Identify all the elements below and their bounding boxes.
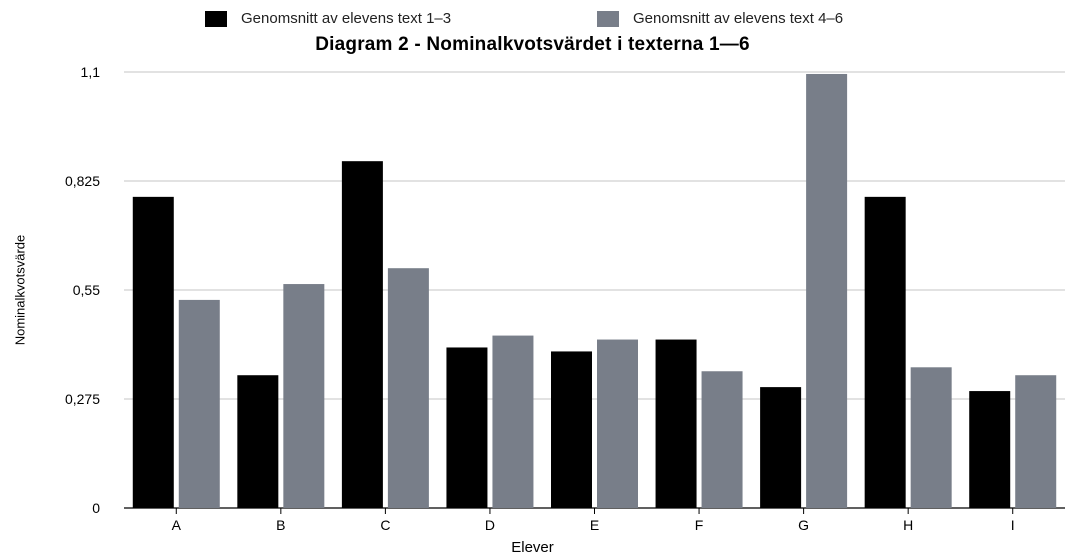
bar-f-series-2 bbox=[701, 371, 743, 508]
x-tick-label: G bbox=[798, 517, 809, 533]
x-tick-label: H bbox=[903, 517, 913, 533]
x-axis-label: Elever bbox=[511, 539, 554, 556]
y-tick-label: 0 bbox=[92, 500, 100, 516]
y-tick-label: 0,825 bbox=[65, 173, 100, 189]
legend-item-series-1: Genomsnitt av elevens text 1–3 bbox=[205, 10, 451, 27]
bar-e-series-2 bbox=[597, 339, 638, 508]
bar-g-series-1 bbox=[760, 387, 802, 508]
chart-title: Diagram 2 - Nominalkvotsvärdet i textern… bbox=[315, 34, 750, 55]
y-tick-label: 1,1 bbox=[81, 64, 101, 80]
bar-h-series-2 bbox=[910, 367, 952, 508]
bar-d-series-1 bbox=[446, 347, 488, 508]
bar-h-series-1 bbox=[864, 196, 906, 508]
bar-e-series-1 bbox=[551, 351, 592, 508]
x-tick-label: B bbox=[276, 517, 285, 533]
legend-swatch-series-1 bbox=[205, 10, 227, 27]
legend-label-series-1: Genomsnitt av elevens text 1–3 bbox=[241, 10, 452, 27]
y-tick-label: 0,55 bbox=[73, 282, 100, 298]
bar-c-series-1 bbox=[341, 161, 383, 508]
bar-f-series-1 bbox=[655, 339, 697, 508]
legend-swatch-series-2 bbox=[597, 10, 619, 27]
x-tick-label: A bbox=[172, 517, 182, 533]
bar-d-series-2 bbox=[492, 335, 534, 508]
bar-a-series-1 bbox=[132, 196, 174, 508]
bar-i-series-1 bbox=[969, 391, 1011, 508]
x-tick-label: D bbox=[485, 517, 495, 533]
x-tick-label: C bbox=[380, 517, 390, 533]
chart-legend: Genomsnitt av elevens text 1–3 Genomsnit… bbox=[0, 10, 1065, 32]
x-tick-label: E bbox=[590, 517, 599, 533]
bar-i-series-2 bbox=[1015, 375, 1057, 508]
legend-item-series-2: Genomsnitt av elevens text 4–6 bbox=[597, 10, 843, 27]
y-tick-label: 0,275 bbox=[65, 391, 100, 407]
bar-a-series-2 bbox=[178, 299, 220, 508]
y-axis-label: Nominalkvotsvärde bbox=[12, 234, 28, 346]
bar-g-series-2 bbox=[806, 73, 848, 509]
bar-c-series-2 bbox=[387, 268, 429, 508]
x-tick-label: I bbox=[1011, 517, 1015, 533]
legend-label-series-2: Genomsnitt av elevens text 4–6 bbox=[633, 10, 844, 27]
bar-b-series-1 bbox=[237, 375, 279, 508]
bar-b-series-2 bbox=[283, 284, 325, 508]
x-tick-label: F bbox=[695, 517, 704, 533]
